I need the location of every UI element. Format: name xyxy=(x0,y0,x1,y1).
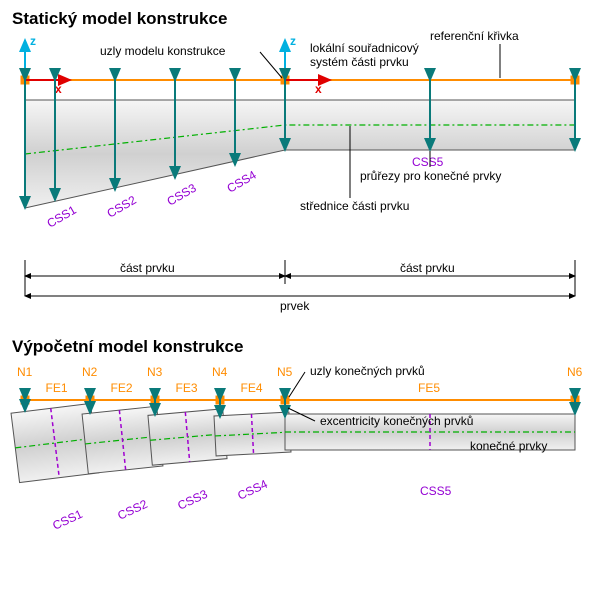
node-label: N5 xyxy=(277,365,293,379)
label-centerline: střednice části prvku xyxy=(300,199,409,213)
axis-z: z xyxy=(290,34,296,48)
node-label: N6 xyxy=(567,365,583,379)
node-label: N2 xyxy=(82,365,98,379)
label-css-fe: průřezy pro konečné prvky xyxy=(360,169,501,183)
css-label: CSS1 xyxy=(50,507,85,533)
top-title: Statický model konstrukce xyxy=(12,9,227,28)
axis-z: z xyxy=(30,34,36,48)
label-local2: systém části prvku xyxy=(310,55,409,69)
label-fe-nodes: uzly konečných prvků xyxy=(310,364,425,378)
fe-label: FE1 xyxy=(46,381,68,395)
fe-label: FE3 xyxy=(176,381,198,395)
css-label: CSS3 xyxy=(165,181,199,209)
node-label: N1 xyxy=(17,365,33,379)
dim-element: prvek xyxy=(280,299,310,313)
css-label: CSS1 xyxy=(45,203,79,231)
css-label: CSS4 xyxy=(235,477,270,503)
label-fe: konečné prvky xyxy=(470,439,547,453)
css-label: CSS4 xyxy=(225,168,259,196)
beam-top xyxy=(25,100,575,208)
css-label: CSS5 xyxy=(412,155,444,169)
fe-label: FE4 xyxy=(241,381,263,395)
label-local1: lokální souřadnicový xyxy=(310,41,419,55)
bottom-title: Výpočetní model konstrukce xyxy=(12,337,243,356)
css-label: CSS2 xyxy=(115,497,150,523)
css-label: CSS2 xyxy=(105,193,139,221)
label-model-nodes: uzly modelu konstrukce xyxy=(100,44,226,58)
label-ecc: excentricity konečných prvků xyxy=(320,414,473,428)
fe-label: FE2 xyxy=(111,381,133,395)
fe-label: FE5 xyxy=(418,381,440,395)
node-label: N4 xyxy=(212,365,228,379)
node-label: N3 xyxy=(147,365,163,379)
label-ref-curve: referenční křivka xyxy=(430,29,519,43)
dim-part-l: část prvku xyxy=(120,261,175,275)
css-label: CSS3 xyxy=(175,487,210,513)
axis-x: x xyxy=(315,82,322,96)
axis-x: x xyxy=(55,82,62,96)
css-label: CSS5 xyxy=(420,484,452,498)
dim-part-r: část prvku xyxy=(400,261,455,275)
